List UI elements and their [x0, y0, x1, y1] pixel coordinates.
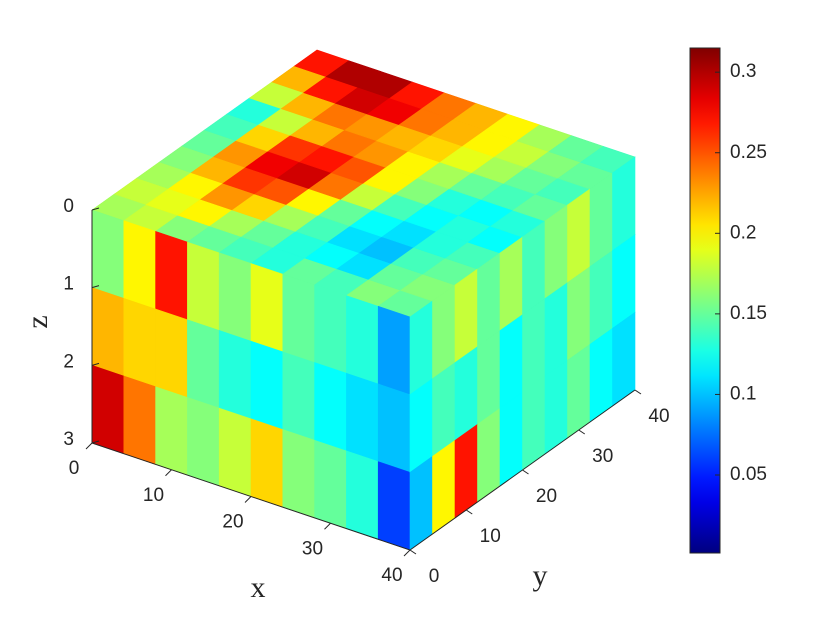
y-tick-label: 40: [648, 406, 669, 427]
right-voxel: [432, 284, 456, 380]
front-voxel: [377, 305, 411, 396]
right-voxel: [477, 330, 501, 425]
right-voxel: [612, 156, 636, 252]
z-axis-label: z: [21, 315, 54, 328]
y-axis-label: y: [533, 559, 548, 592]
front-voxel: [346, 295, 379, 385]
colorbar-tick-label: 0.2: [730, 222, 756, 243]
front-voxel: [91, 364, 125, 455]
x-tick-label: 20: [222, 512, 243, 533]
y-tick: [409, 549, 417, 555]
y-tick-label: 0: [429, 566, 440, 587]
right-voxel: [409, 300, 433, 396]
right-voxel: [589, 172, 613, 268]
y-tick: [578, 429, 586, 435]
front-voxel: [187, 319, 220, 409]
front-voxel: [377, 383, 411, 473]
y-tick-label: 30: [592, 446, 613, 467]
right-voxel: [409, 378, 433, 473]
y-tick: [634, 389, 642, 395]
front-voxel: [123, 297, 156, 388]
front-voxel: [282, 429, 315, 519]
x-tick: [244, 496, 252, 503]
front-voxel: [123, 220, 156, 310]
right-voxel: [567, 266, 591, 361]
z-tick-label: 3: [63, 429, 74, 450]
front-voxel: [346, 450, 379, 540]
y-tick: [465, 509, 473, 515]
x-tick-label: 30: [302, 538, 323, 559]
right-voxel: [522, 298, 546, 393]
right-voxel: [544, 282, 568, 377]
z-tick-label: 1: [63, 274, 74, 295]
y-tick: [522, 469, 529, 475]
front-voxel: [250, 340, 284, 430]
colorbar: [689, 47, 721, 554]
z-tick: [91, 285, 100, 289]
front-voxel: [218, 330, 252, 420]
front-voxel: [155, 308, 188, 398]
front-voxel: [187, 397, 220, 487]
right-voxel: [454, 268, 478, 364]
right-voxel: [454, 346, 478, 441]
x-tick-label: 10: [143, 485, 164, 506]
front-voxel: [218, 407, 252, 497]
colorbar-tick-label: 0.25: [730, 142, 767, 163]
right-voxel: [477, 252, 501, 348]
x-tick: [403, 549, 411, 557]
front-voxel: [377, 461, 411, 551]
front-voxel: [155, 230, 188, 321]
front-voxel: [314, 439, 347, 530]
front-voxel: [91, 287, 125, 377]
z-tick: [91, 440, 100, 444]
colorbar-tick-label: 0.05: [730, 464, 767, 485]
right-voxel: [612, 234, 636, 329]
colorbar-tick-label: 0.3: [730, 61, 756, 82]
x-tick: [324, 522, 331, 530]
colorbar-tick-label: 0.15: [730, 303, 767, 324]
front-voxel: [250, 263, 284, 353]
y-tick-label: 20: [536, 486, 557, 507]
x-tick: [165, 469, 172, 477]
front-voxel: [218, 252, 252, 342]
z-tick-label: 2: [63, 351, 74, 372]
front-voxel: [123, 375, 156, 465]
right-voxel: [589, 250, 613, 345]
z-tick: [91, 207, 100, 211]
front-voxel: [282, 351, 315, 441]
front-voxel: [250, 418, 284, 508]
right-voxel: [522, 220, 546, 316]
right-voxel: [567, 188, 591, 284]
front-voxel: [314, 284, 347, 374]
front-voxel: [314, 362, 347, 452]
right-voxel: [499, 314, 523, 409]
front-voxel: [346, 372, 379, 463]
x-tick-label: 40: [381, 565, 402, 586]
x-tick: [85, 442, 93, 450]
front-voxel: [91, 209, 125, 299]
z-tick: [91, 362, 100, 366]
front-voxel: [282, 273, 315, 363]
y-tick-label: 10: [480, 526, 501, 547]
front-voxel: [155, 386, 188, 476]
right-voxel: [432, 362, 456, 457]
right-voxel: [544, 204, 568, 300]
front-voxel: [187, 241, 220, 331]
x-tick-label: 0: [69, 458, 80, 479]
right-voxel: [499, 236, 523, 332]
z-tick-label: 0: [63, 196, 74, 217]
colorbar-tick-label: 0.1: [730, 383, 756, 404]
x-axis-label: x: [251, 571, 266, 604]
